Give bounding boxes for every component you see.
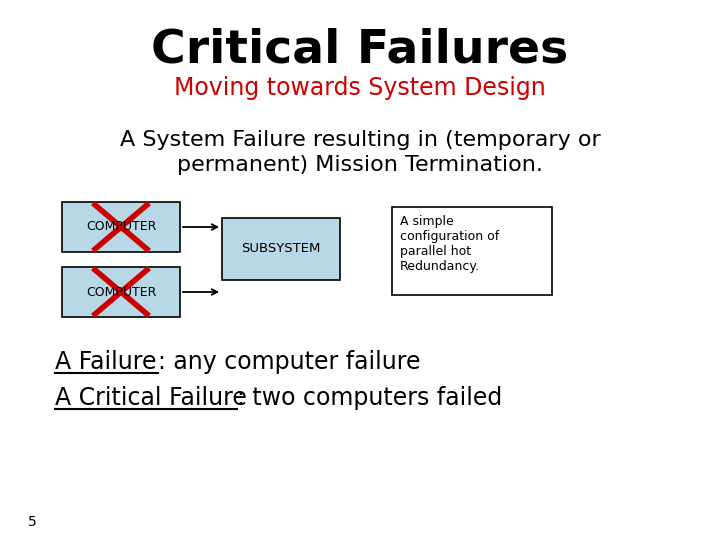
Text: A Critical Failure: A Critical Failure: [55, 386, 247, 410]
Bar: [62, 267, 180, 317]
Bar: [392, 207, 552, 295]
Text: A Failure: A Failure: [55, 350, 156, 374]
Text: Critical Failures: Critical Failures: [151, 28, 569, 72]
Text: SUBSYSTEM: SUBSYSTEM: [241, 242, 320, 255]
Bar: [222, 218, 340, 280]
Text: 5: 5: [28, 515, 37, 529]
Text: A System Failure resulting in (temporary or: A System Failure resulting in (temporary…: [120, 130, 600, 150]
Text: COMPUTER: COMPUTER: [86, 220, 156, 233]
Text: Moving towards System Design: Moving towards System Design: [174, 76, 546, 100]
Text: COMPUTER: COMPUTER: [86, 286, 156, 299]
Text: permanent) Mission Termination.: permanent) Mission Termination.: [177, 155, 543, 175]
Text: A simple
configuration of
parallel hot
Redundancy.: A simple configuration of parallel hot R…: [400, 215, 499, 273]
Bar: [62, 202, 180, 252]
Text: : any computer failure: : any computer failure: [158, 350, 420, 374]
Text: : two computers failed: : two computers failed: [237, 386, 503, 410]
